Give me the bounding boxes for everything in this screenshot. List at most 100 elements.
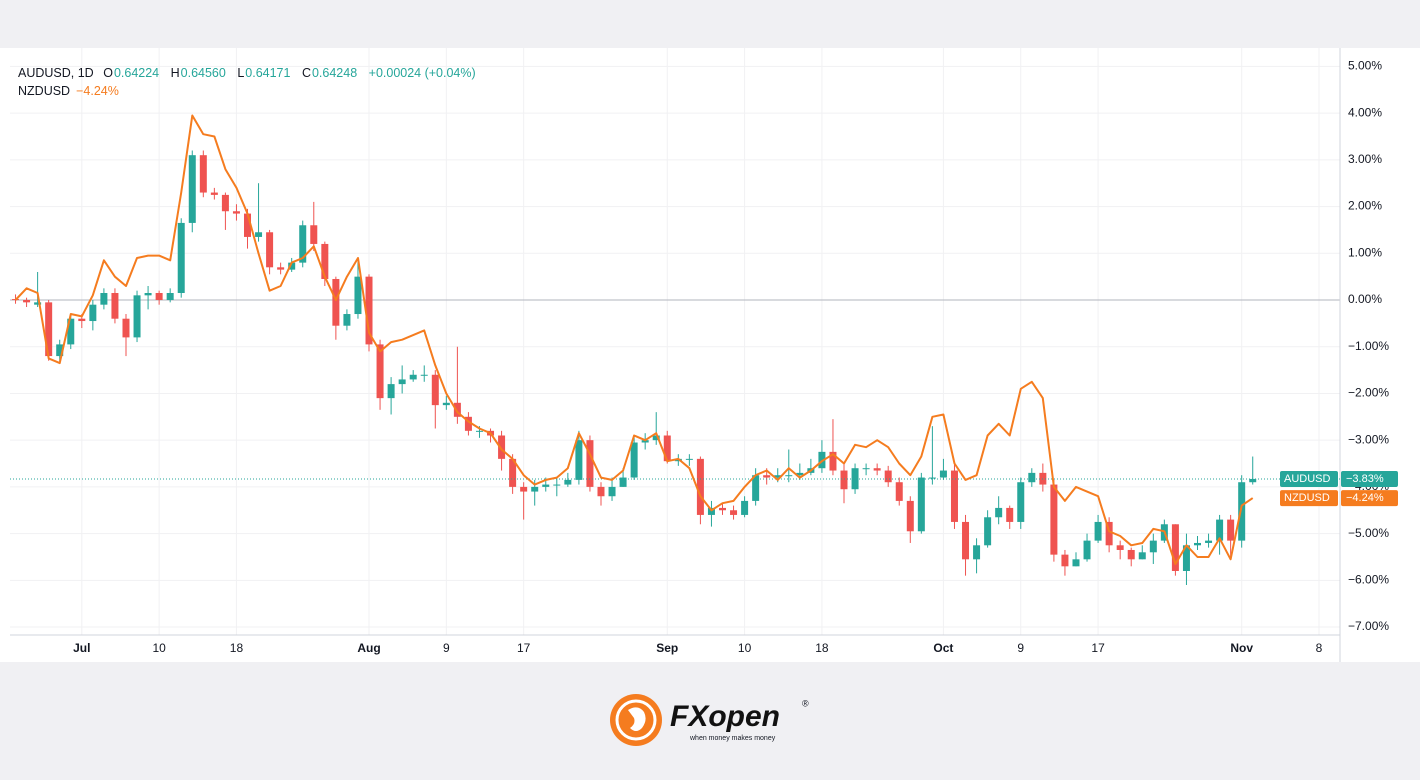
candle-body (928, 477, 936, 479)
candle-body (564, 479, 572, 485)
logo-mark: ® (802, 698, 809, 708)
candle-body (442, 402, 450, 406)
candle-body (1182, 545, 1190, 571)
candle-body (950, 470, 958, 522)
candle-body (1006, 507, 1014, 522)
candle-body (652, 435, 660, 441)
candle-body (376, 344, 384, 399)
logo-text: FXopen (670, 700, 780, 733)
candle-body (685, 458, 693, 460)
candle-body (210, 192, 218, 195)
candle-body (232, 211, 240, 214)
compare-value: −4.24% (76, 84, 119, 98)
candle-body (785, 475, 793, 477)
candle-body (895, 482, 903, 501)
candle-body (995, 507, 1003, 518)
candle-body (1028, 472, 1036, 483)
x-tick-label: Nov (1230, 641, 1253, 655)
candle-body (608, 486, 616, 497)
candle-body (597, 486, 605, 497)
candle-body (707, 507, 715, 515)
candle-body (1238, 482, 1246, 541)
nzdusd-value: −4.24% (1346, 492, 1384, 504)
nzdusd-name-tag (1280, 490, 1338, 507)
logo-open: open (708, 700, 780, 733)
x-tick-label: 17 (517, 641, 531, 655)
candle-body (509, 458, 517, 487)
candle-body (89, 304, 97, 322)
candle-body (1094, 521, 1102, 541)
candle-body (166, 293, 174, 301)
y-tick-label: −2.00% (1348, 386, 1389, 400)
candle-body (199, 155, 207, 193)
candle-body (1050, 484, 1058, 555)
candle-body (1227, 519, 1235, 541)
candle-body (100, 293, 108, 305)
candle-body (321, 243, 329, 279)
l-value: 0.64171 (245, 66, 291, 80)
y-tick-label: 0.00% (1348, 292, 1382, 306)
candle-body (873, 468, 881, 471)
change: +0.00024 (+0.04%) (368, 66, 476, 80)
candle-body (752, 475, 760, 501)
candle-body (244, 213, 251, 237)
h-value: 0.64560 (180, 66, 226, 80)
candle-body (365, 276, 373, 345)
candle-body (288, 262, 296, 270)
candle-body (641, 440, 649, 443)
candle-body (343, 314, 351, 326)
candle-body (67, 318, 75, 345)
symbol: AUDUSD, 1D (18, 66, 94, 80)
candle-body (23, 300, 31, 303)
candle-body (1205, 540, 1213, 543)
audusd-value-tag (1341, 470, 1398, 487)
candle-body (1216, 519, 1224, 541)
candle-body (266, 232, 274, 268)
candle-body (1127, 549, 1135, 560)
candle-body (696, 458, 704, 515)
candle-body (630, 442, 638, 478)
candle-body (840, 470, 848, 490)
x-tick-label: 18 (230, 641, 244, 655)
candle-body (973, 545, 981, 560)
candle-body (730, 510, 738, 515)
candle-body (520, 486, 528, 492)
x-tick-label: 10 (152, 641, 166, 655)
candle-body (420, 374, 428, 376)
candle-body (453, 402, 461, 417)
y-tick-label: 3.00% (1348, 152, 1382, 166)
y-tick-label: 1.00% (1348, 245, 1382, 259)
candle-body (310, 225, 318, 244)
candle-body (1194, 542, 1201, 546)
candle-body (1138, 552, 1146, 560)
c-value: 0.64248 (311, 66, 358, 80)
x-tick-label: 18 (815, 641, 829, 655)
logo-fx: FX (670, 700, 710, 733)
candle-body (299, 225, 307, 263)
candle-body (155, 293, 163, 301)
candle-body (221, 194, 229, 212)
candle-body (111, 293, 119, 319)
y-tick-label: 2.00% (1348, 199, 1382, 213)
l-label: L (237, 66, 245, 80)
candle-body (1017, 482, 1025, 522)
candle-body (939, 470, 947, 478)
o-value: 0.64224 (113, 66, 160, 80)
x-tick-label: 17 (1091, 641, 1105, 655)
candle-body (531, 486, 539, 492)
candle-body (144, 293, 152, 296)
y-tick-label: −7.00% (1348, 619, 1389, 633)
candle-body (829, 451, 837, 471)
x-tick-label: 10 (738, 641, 752, 655)
candle-body (1149, 540, 1157, 553)
compare-legend: NZDUSD −4.24% (18, 84, 120, 98)
candle-body (464, 416, 472, 431)
o-label: O (103, 66, 113, 80)
x-tick-label: 9 (443, 641, 450, 655)
candle-body (177, 222, 185, 294)
candle-body (255, 232, 263, 237)
x-tick-label: Aug (357, 641, 380, 655)
logo: FXopen ® when money makes money (610, 694, 809, 746)
candle-body (1171, 524, 1179, 571)
